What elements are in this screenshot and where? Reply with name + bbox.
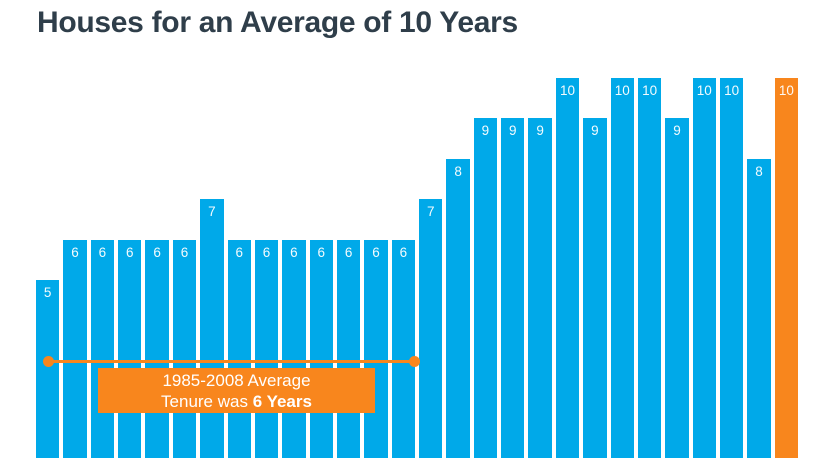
bar-2: 6 <box>63 239 87 458</box>
bar-22: 10 <box>610 78 634 458</box>
bar-value-label: 6 <box>153 244 161 260</box>
bar-value-label: 10 <box>724 83 740 98</box>
callout-line1: 1985-2008 Average <box>162 370 311 390</box>
range-line-left-dot <box>43 356 54 367</box>
bar-value-label: 6 <box>235 244 243 260</box>
bar-12: 6 <box>336 239 361 458</box>
average-tenure-callout: 1985-2008 Average Tenure was 6 Years <box>98 368 375 413</box>
bar-10: 6 <box>282 239 306 458</box>
bar-value-label: 8 <box>755 163 763 179</box>
bar-18: 9 <box>501 118 525 458</box>
bar-value-label: 9 <box>673 123 681 139</box>
bar-value-label: 6 <box>317 244 326 260</box>
bar-23: 10 <box>637 78 662 458</box>
bar-25: 10 <box>692 78 716 458</box>
bar-value-label: 6 <box>399 244 408 260</box>
bar-4: 6 <box>118 239 142 458</box>
bar-17: 9 <box>473 118 498 458</box>
bar-9: 6 <box>254 239 279 458</box>
bar-value-label: 10 <box>559 83 576 98</box>
bar-7: 7 <box>200 199 224 458</box>
bar-24: 9 <box>665 118 689 458</box>
bar-16: 8 <box>446 158 470 458</box>
bar-1: 5 <box>36 280 60 458</box>
bar-11: 6 <box>309 239 333 458</box>
bar-20: 10 <box>555 78 580 458</box>
bar-value-label: 6 <box>344 244 353 260</box>
callout-line2-bold: 6 Years <box>252 391 312 411</box>
bar-value-label: 5 <box>43 285 52 300</box>
bar-value-label: 10 <box>642 83 658 98</box>
bar-21: 9 <box>583 118 607 458</box>
bar-value-label: 7 <box>208 204 216 220</box>
bar-value-label: 10 <box>778 83 794 98</box>
bar-value-label: 9 <box>481 123 490 139</box>
bar-3: 6 <box>90 239 115 458</box>
bar-value-label: 8 <box>454 163 462 179</box>
average-range-line <box>43 356 420 367</box>
bar-14: 6 <box>391 239 416 458</box>
bar-6: 6 <box>172 239 197 458</box>
bar-value-label: 6 <box>290 244 298 260</box>
bar-26: 10 <box>719 78 744 458</box>
callout-line2: Tenure was 6 Years <box>98 391 375 412</box>
bar-28: 10 <box>774 78 799 458</box>
bar-value-label: 9 <box>591 123 599 139</box>
bar-value-label: 9 <box>509 123 517 139</box>
bar-value-label: 6 <box>262 244 271 260</box>
bar-15: 7 <box>419 199 443 458</box>
bar-27: 8 <box>747 158 771 458</box>
bar-19: 9 <box>528 118 552 458</box>
bar-5: 6 <box>145 239 169 458</box>
bar-value-label: 6 <box>71 244 79 260</box>
bar-13: 6 <box>364 239 388 458</box>
bar-value-label: 10 <box>614 83 630 98</box>
bar-value-label: 10 <box>696 83 712 98</box>
bar-value-label: 7 <box>426 204 435 220</box>
chart-title: Houses for an Average of 10 Years <box>37 6 518 39</box>
bar-8: 6 <box>227 239 251 458</box>
bar-value-label: 6 <box>98 244 107 260</box>
bar-value-label: 6 <box>372 244 380 260</box>
bar-value-label: 9 <box>536 123 544 139</box>
bar-value-label: 6 <box>126 244 134 260</box>
callout-line2-prefix: Tenure was <box>161 391 253 411</box>
bar-value-label: 6 <box>180 244 189 260</box>
range-line-right-dot <box>409 356 420 367</box>
